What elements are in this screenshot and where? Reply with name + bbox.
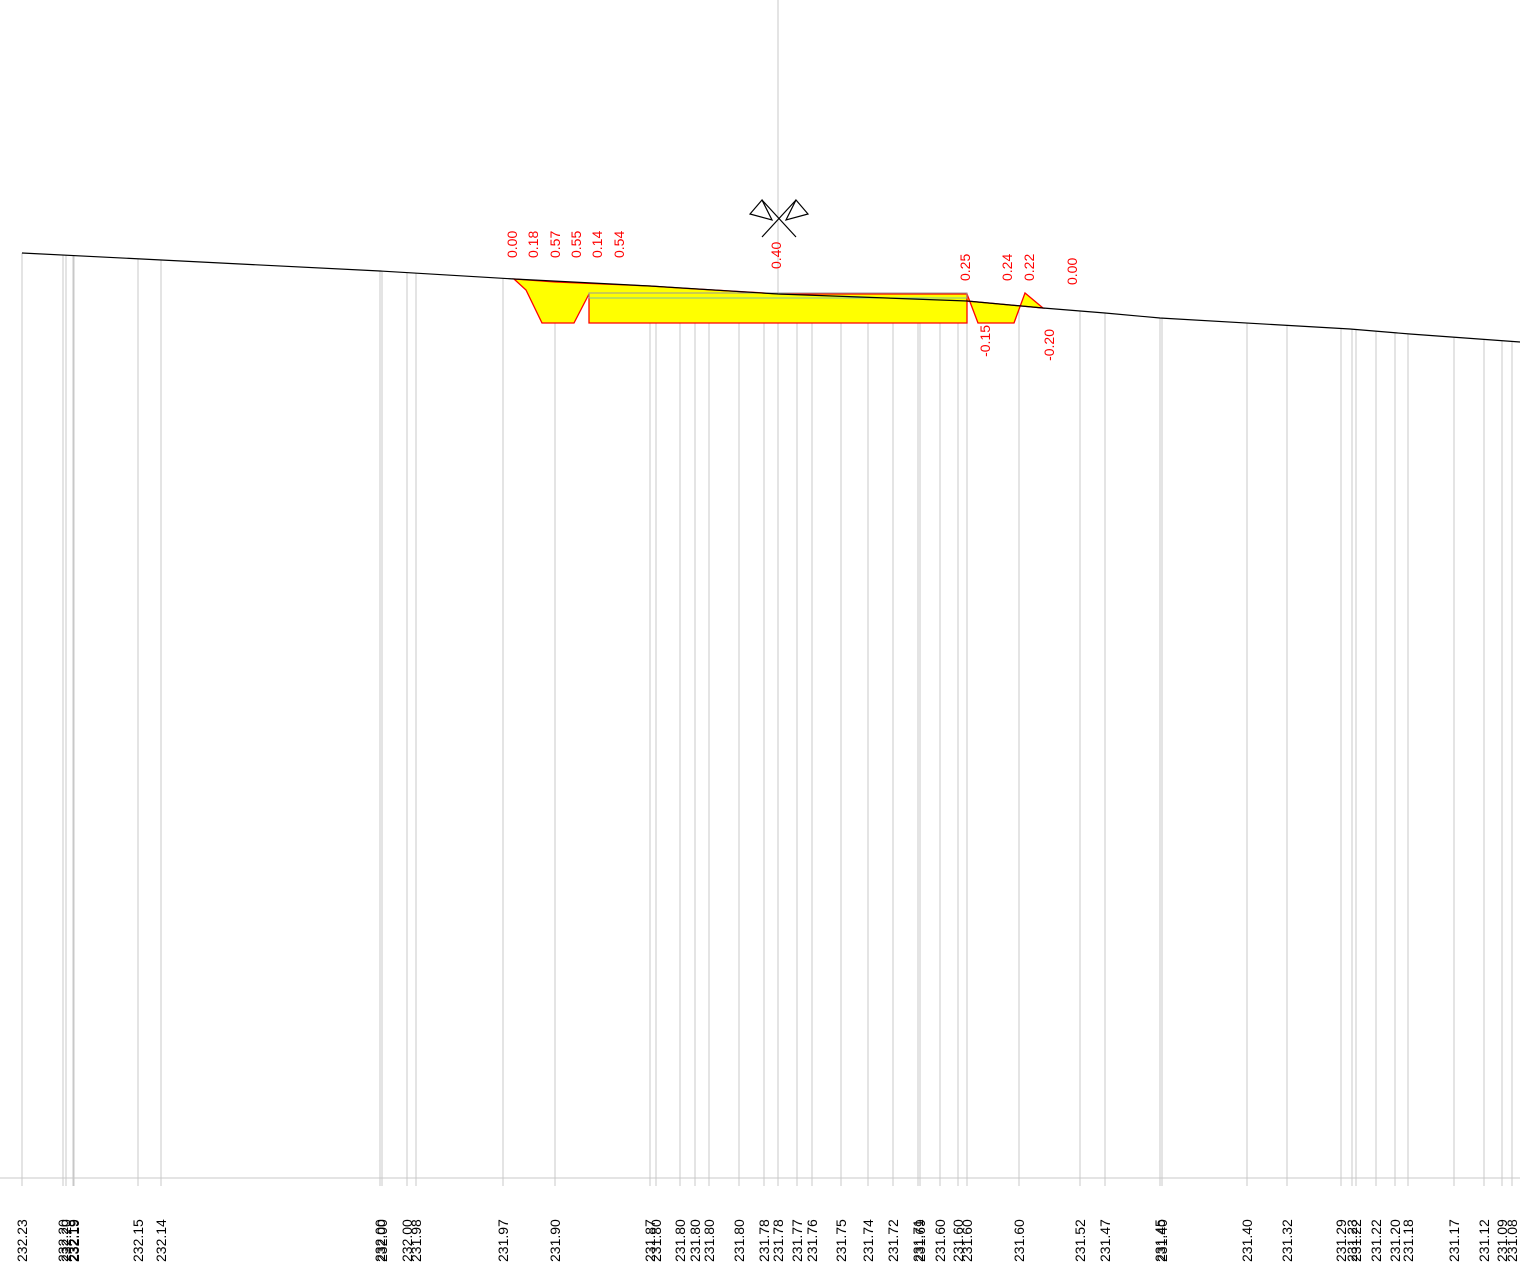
elevation-label: 231.76: [804, 1219, 820, 1262]
depth-label: 0.25: [957, 254, 973, 281]
elevation-label: 231.78: [770, 1219, 786, 1262]
elevation-label: 232.20: [58, 1219, 74, 1262]
elevation-label: 231.60: [1011, 1219, 1027, 1262]
elevation-label: 231.60: [959, 1219, 975, 1262]
elevation-label: 231.80: [701, 1219, 717, 1262]
elevation-label: 231.90: [547, 1219, 563, 1262]
elevation-label: 231.80: [687, 1219, 703, 1262]
elevation-label: 231.75: [833, 1219, 849, 1262]
elevation-label: 231.23: [1344, 1219, 1360, 1262]
elevation-label: 232.23: [14, 1219, 30, 1262]
depth-label: 0.00: [1064, 258, 1080, 285]
elevation-label: 231.74: [860, 1219, 876, 1262]
elevation-label: 231.18: [1400, 1219, 1416, 1262]
elevation-label: 231.71: [910, 1219, 926, 1262]
depth-label: 0.40: [768, 242, 784, 269]
depth-labels: 0.00 0.18 0.57 0.55 0.14 0.54 0.40 0.25 0.24 0.22…: [504, 231, 1080, 361]
elevation-label: 231.69: [912, 1219, 928, 1262]
depth-label: 0.14: [589, 231, 605, 258]
depth-label: 0.57: [547, 231, 563, 258]
elevation-label: 231.08: [1504, 1219, 1520, 1262]
depth-label: 0.54: [611, 231, 627, 258]
elevation-label: 232.19: [65, 1219, 81, 1262]
depth-label: 0.18: [525, 231, 541, 258]
elevation-label: 231.87: [642, 1219, 658, 1262]
elevation-label: 232.19: [66, 1219, 82, 1262]
elevation-label: 231.80: [672, 1219, 688, 1262]
elevation-label: 231.20: [1387, 1219, 1403, 1262]
elevation-label: 231.47: [1097, 1219, 1113, 1262]
depth-label: -0.15: [977, 325, 993, 357]
elevation-label: 231.97: [495, 1219, 511, 1262]
elevation-label: 231.52: [1072, 1219, 1088, 1262]
depth-label: 0.24: [999, 254, 1015, 281]
elevation-label: 232.14: [153, 1219, 169, 1262]
depth-label: 0.22: [1021, 254, 1037, 281]
elevation-label: 231.29: [1333, 1219, 1349, 1262]
elevation-label: 231.22: [1368, 1219, 1384, 1262]
elevation-label: 231.60: [950, 1219, 966, 1262]
depth-label: -0.20: [1041, 329, 1057, 361]
elevation-label: 231.12: [1476, 1219, 1492, 1262]
elevation-label: 231.60: [932, 1219, 948, 1262]
depth-label: 0.00: [504, 231, 520, 258]
elevation-label: 231.80: [731, 1219, 747, 1262]
elevation-label: 231.17: [1446, 1219, 1462, 1262]
station-lines: [21, 253, 1513, 1186]
elevation-label: 232.00: [399, 1219, 415, 1262]
elevation-label: 231.72: [885, 1219, 901, 1262]
elevation-label: 231.40: [1239, 1219, 1255, 1262]
elevation-label: 232.20: [55, 1219, 71, 1262]
elevation-label: 232.00: [374, 1219, 390, 1262]
elevation-label: 231.32: [1279, 1219, 1295, 1262]
elevation-label: 231.22: [1348, 1219, 1364, 1262]
elevation-label: 231.40: [1154, 1219, 1170, 1262]
elevation-label: 232.15: [130, 1219, 146, 1262]
elevation-label: 231.80: [648, 1219, 664, 1262]
depth-label: 0.55: [568, 231, 584, 258]
elevation-label: 231.45: [1152, 1219, 1168, 1262]
ground-line: [21, 252, 1520, 343]
elevation-label: 231.78: [756, 1219, 772, 1262]
elevation-label: 231.77: [789, 1219, 805, 1262]
elevation-label: 231.09: [1494, 1219, 1510, 1262]
centerline-flags-icon: [748, 198, 810, 238]
elevation-label: 231.98: [408, 1219, 424, 1262]
elevation-label: 232.00: [372, 1219, 388, 1262]
